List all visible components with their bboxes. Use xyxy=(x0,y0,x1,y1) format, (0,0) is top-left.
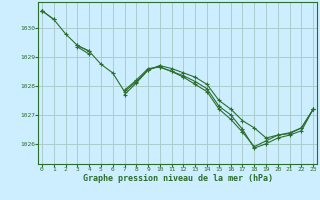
X-axis label: Graphe pression niveau de la mer (hPa): Graphe pression niveau de la mer (hPa) xyxy=(83,174,273,183)
